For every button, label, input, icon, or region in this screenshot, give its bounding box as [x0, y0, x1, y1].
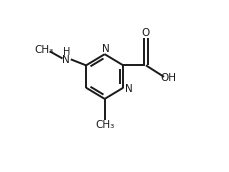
- Text: OH: OH: [160, 73, 176, 83]
- Text: CH₃: CH₃: [95, 120, 114, 130]
- Text: N: N: [101, 44, 109, 54]
- Text: CH₃: CH₃: [35, 45, 54, 55]
- Text: O: O: [141, 28, 150, 38]
- Text: N: N: [62, 55, 70, 65]
- Text: N: N: [124, 84, 132, 94]
- Text: H: H: [63, 47, 70, 57]
